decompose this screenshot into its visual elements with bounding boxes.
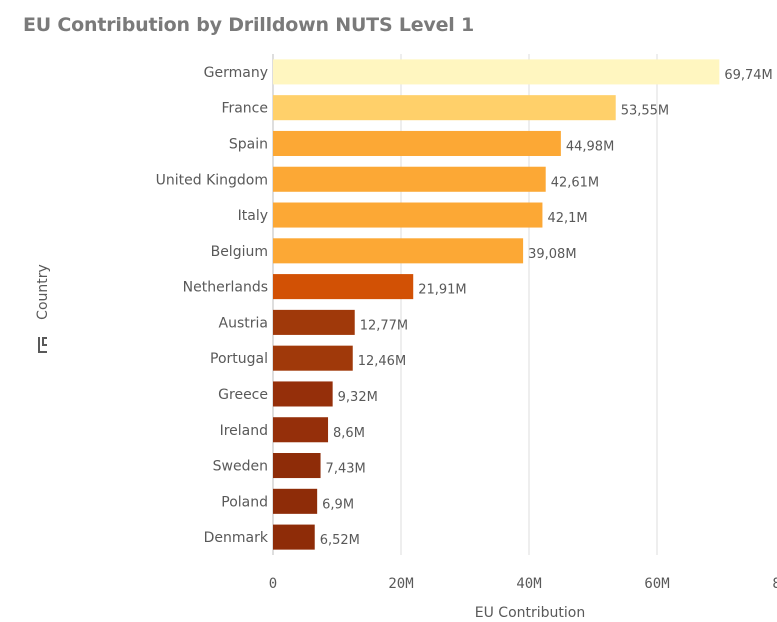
category-label: Portugal [210, 351, 268, 367]
x-tick-labels: 0 20M 40M 60M 80M [269, 576, 777, 592]
bar[interactable] [273, 130, 561, 156]
bars [273, 59, 720, 550]
y-axis-title: Country [35, 264, 51, 320]
value-label: 8,6M [333, 426, 365, 441]
x-axis-title: EU Contribution [475, 605, 585, 621]
value-label: 12,46M [358, 354, 406, 369]
value-label: 9,32M [338, 390, 378, 405]
value-labels: 69,74M 53,55M 44,98M 42,61M 42,1M 39,08M 21,91… [320, 68, 773, 548]
bar[interactable] [273, 274, 414, 300]
value-label: 12,77M [360, 318, 408, 333]
value-label: 7,43M [326, 462, 366, 477]
bar[interactable] [273, 381, 333, 407]
category-label: Denmark [204, 530, 269, 546]
x-tick-label: 60M [644, 576, 669, 592]
value-label: 21,91M [418, 283, 466, 298]
value-label: 42,61M [551, 175, 599, 190]
x-tick-label: 20M [388, 576, 413, 592]
bar[interactable] [273, 453, 321, 479]
category-label: Spain [229, 136, 268, 152]
category-label: Ireland [220, 423, 268, 439]
category-labels: Germany France Spain United Kingdom Italy Bel… [156, 65, 269, 546]
category-label: United Kingdom [156, 172, 268, 188]
bar[interactable] [273, 166, 546, 192]
bar[interactable] [273, 345, 353, 371]
category-label: Greece [218, 387, 268, 403]
bar[interactable] [273, 524, 315, 550]
x-tick-label: 80M [772, 576, 777, 592]
category-label: Netherlands [183, 280, 268, 296]
category-label: France [221, 101, 268, 117]
value-label: 44,98M [566, 139, 614, 154]
category-label: Italy [238, 208, 268, 224]
bar[interactable] [273, 202, 543, 228]
bar[interactable] [273, 488, 318, 514]
bar[interactable] [273, 59, 720, 85]
category-label: Belgium [211, 244, 268, 260]
category-label: Sweden [213, 459, 268, 475]
bar[interactable] [273, 417, 329, 443]
chart-title: EU Contribution by Drilldown NUTS Level … [23, 14, 475, 36]
drilldown-icon [38, 337, 47, 353]
value-label: 6,52M [320, 533, 360, 548]
category-label: Austria [219, 315, 268, 331]
x-tick-label: 0 [269, 576, 277, 592]
value-label: 42,1M [547, 211, 587, 226]
category-label: Poland [221, 494, 268, 510]
value-label: 6,9M [322, 497, 354, 512]
bar[interactable] [273, 238, 524, 264]
value-label: 39,08M [528, 247, 576, 262]
gridlines [272, 54, 658, 555]
value-label: 53,55M [621, 104, 669, 119]
category-label: Germany [204, 65, 268, 81]
value-label: 69,74M [724, 68, 772, 83]
x-tick-label: 40M [516, 576, 541, 592]
bar[interactable] [273, 309, 355, 335]
bar[interactable] [273, 95, 616, 121]
